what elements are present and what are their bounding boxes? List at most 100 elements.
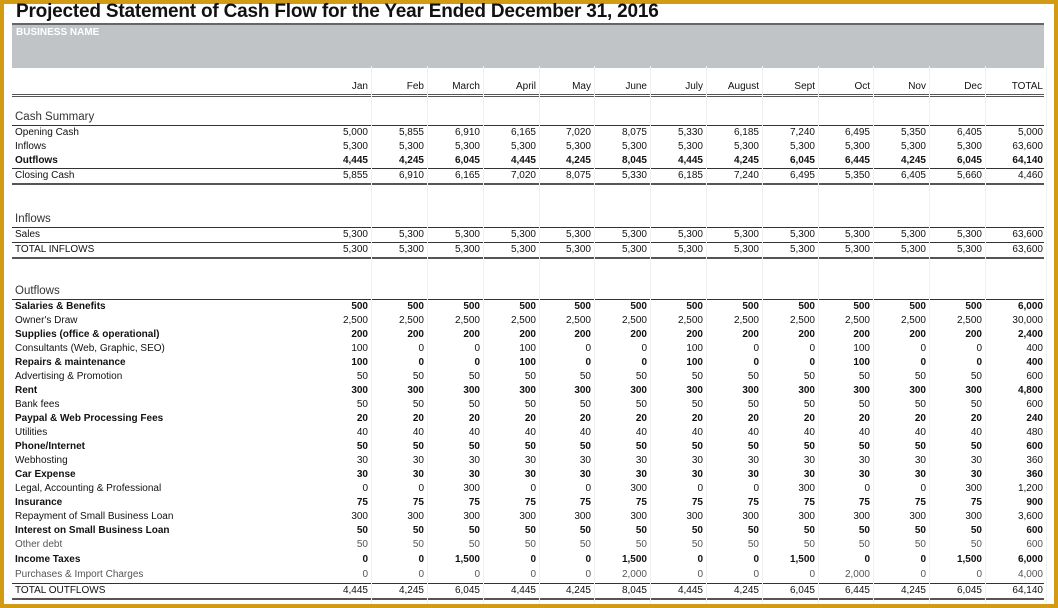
row-label[interactable]: Other debt	[15, 539, 63, 550]
value-cell[interactable]: 50	[747, 371, 759, 382]
value-cell[interactable]: 2,500	[510, 315, 536, 326]
value-cell[interactable]: 5,855	[342, 170, 368, 181]
value-cell[interactable]: 50	[579, 371, 591, 382]
value-cell[interactable]: 5,300	[844, 229, 870, 240]
value-cell[interactable]: 30	[970, 455, 982, 466]
value-cell[interactable]: 50	[412, 525, 424, 536]
value-cell[interactable]: 500	[798, 301, 815, 312]
value-cell[interactable]: 20	[747, 413, 759, 424]
row-label[interactable]: Outflows	[15, 155, 58, 166]
value-cell[interactable]: 0	[474, 357, 480, 368]
value-cell[interactable]: 0	[809, 357, 815, 368]
value-cell[interactable]: 50	[747, 539, 759, 550]
value-cell[interactable]: 5,300	[342, 244, 368, 255]
value-cell[interactable]: 300	[574, 385, 591, 396]
value-cell[interactable]: 200	[909, 329, 926, 340]
value-cell[interactable]: 50	[858, 539, 870, 550]
value-cell[interactable]: 300	[909, 385, 926, 396]
value-cell[interactable]: 6,445	[844, 585, 870, 596]
row-label[interactable]: Salaries & Benefits	[15, 301, 106, 312]
value-cell[interactable]: 0	[920, 343, 926, 354]
value-cell[interactable]: 40	[356, 427, 368, 438]
value-cell[interactable]: 8,075	[621, 127, 647, 138]
row-label[interactable]: Utilities	[15, 427, 48, 438]
value-cell[interactable]: 2,500	[789, 315, 815, 326]
value-cell[interactable]: 2,500	[565, 315, 591, 326]
column-header-june[interactable]: June	[625, 81, 647, 92]
value-cell[interactable]: 6,405	[956, 127, 982, 138]
value-cell[interactable]: 100	[853, 343, 870, 354]
value-cell[interactable]: 30	[914, 469, 926, 480]
value-cell[interactable]: 75	[914, 497, 926, 508]
value-cell[interactable]: 75	[691, 497, 703, 508]
value-cell[interactable]: 6,495	[789, 170, 815, 181]
value-cell[interactable]: 75	[412, 497, 424, 508]
value-cell[interactable]: 40	[412, 427, 424, 438]
value-cell[interactable]: 300	[519, 511, 536, 522]
value-cell[interactable]: 0	[418, 483, 424, 494]
row-total-cell[interactable]: 64,140	[1012, 585, 1043, 596]
value-cell[interactable]: 75	[635, 497, 647, 508]
value-cell[interactable]: 75	[858, 497, 870, 508]
row-label[interactable]: Inflows	[15, 141, 47, 152]
value-cell[interactable]: 2,500	[900, 315, 926, 326]
value-cell[interactable]: 500	[574, 301, 591, 312]
value-cell[interactable]: 40	[914, 427, 926, 438]
value-cell[interactable]: 50	[803, 539, 815, 550]
value-cell[interactable]: 6,045	[454, 155, 480, 166]
value-cell[interactable]: 2,000	[844, 569, 870, 580]
value-cell[interactable]: 0	[753, 554, 759, 565]
value-cell[interactable]: 500	[630, 301, 647, 312]
value-cell[interactable]: 0	[362, 483, 368, 494]
value-cell[interactable]: 20	[858, 413, 870, 424]
row-total-cell[interactable]: 2,400	[1017, 329, 1043, 340]
value-cell[interactable]: 50	[468, 539, 480, 550]
value-cell[interactable]: 0	[920, 483, 926, 494]
value-cell[interactable]: 20	[635, 413, 647, 424]
value-cell[interactable]: 5,300	[510, 244, 536, 255]
value-cell[interactable]: 5,660	[956, 170, 982, 181]
value-cell[interactable]: 300	[853, 385, 870, 396]
value-cell[interactable]: 0	[585, 569, 591, 580]
value-cell[interactable]: 50	[747, 399, 759, 410]
value-cell[interactable]: 50	[858, 399, 870, 410]
value-cell[interactable]: 300	[407, 511, 424, 522]
value-cell[interactable]: 500	[742, 301, 759, 312]
value-cell[interactable]: 50	[468, 371, 480, 382]
value-cell[interactable]: 300	[909, 511, 926, 522]
value-cell[interactable]: 5,300	[844, 244, 870, 255]
value-cell[interactable]: 0	[920, 554, 926, 565]
row-total-cell[interactable]: 6,000	[1017, 554, 1043, 565]
value-cell[interactable]: 50	[635, 441, 647, 452]
row-label[interactable]: Webhosting	[15, 455, 68, 466]
value-cell[interactable]: 200	[351, 329, 368, 340]
row-total-cell[interactable]: 900	[1026, 497, 1043, 508]
value-cell[interactable]: 50	[858, 525, 870, 536]
value-cell[interactable]: 20	[914, 413, 926, 424]
column-header-jan[interactable]: Jan	[351, 81, 368, 92]
value-cell[interactable]: 7,240	[733, 170, 759, 181]
value-cell[interactable]: 50	[412, 441, 424, 452]
value-cell[interactable]: 40	[858, 427, 870, 438]
value-cell[interactable]: 2,000	[621, 569, 647, 580]
value-cell[interactable]: 6,165	[454, 170, 480, 181]
value-cell[interactable]: 4,445	[342, 585, 368, 596]
row-total-cell[interactable]: 4,000	[1017, 569, 1043, 580]
value-cell[interactable]: 200	[630, 329, 647, 340]
value-cell[interactable]: 4,245	[398, 155, 424, 166]
value-cell[interactable]: 5,300	[565, 141, 591, 152]
value-cell[interactable]: 5,300	[398, 141, 424, 152]
value-cell[interactable]: 5,300	[789, 141, 815, 152]
value-cell[interactable]: 5,855	[398, 127, 424, 138]
value-cell[interactable]: 5,300	[956, 141, 982, 152]
value-cell[interactable]: 6,045	[454, 585, 480, 596]
value-cell[interactable]: 0	[418, 357, 424, 368]
column-header-nov[interactable]: Nov	[908, 81, 926, 92]
value-cell[interactable]: 40	[635, 427, 647, 438]
value-cell[interactable]: 50	[524, 371, 536, 382]
value-cell[interactable]: 50	[970, 399, 982, 410]
row-label[interactable]: Closing Cash	[15, 170, 75, 181]
row-total-cell[interactable]: 360	[1026, 455, 1043, 466]
row-label[interactable]: Consultants (Web, Graphic, SEO)	[15, 343, 165, 354]
value-cell[interactable]: 5,300	[621, 229, 647, 240]
